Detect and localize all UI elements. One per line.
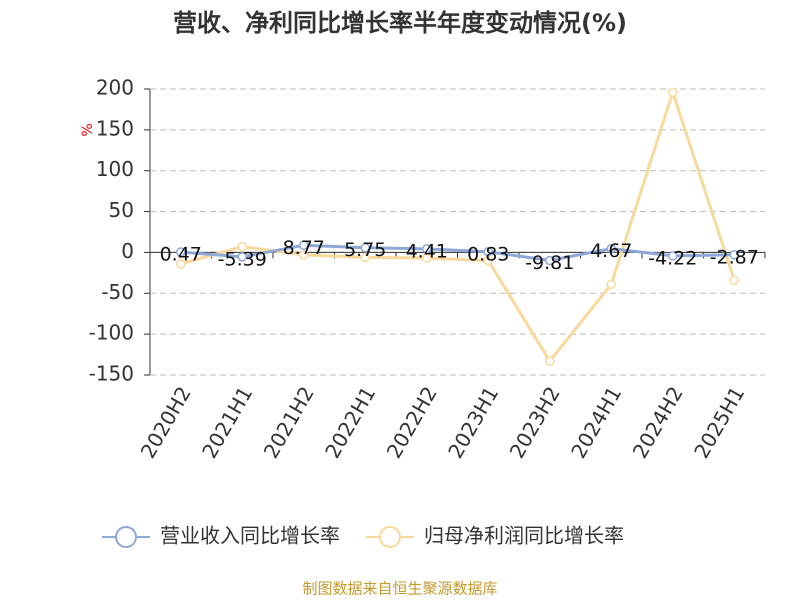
data-label: 0.47: [160, 244, 202, 266]
series-line: [180, 87, 736, 364]
x-tick-label: 2023H1: [443, 382, 503, 462]
x-tick-label: 2024H2: [628, 382, 688, 462]
data-point: [483, 255, 493, 266]
data-label: 8.77: [283, 237, 325, 259]
data-point: [729, 275, 739, 285]
legend-label: 营业收入同比增长率: [160, 524, 340, 548]
legend-label: 归母净利润同比增长率: [424, 524, 624, 548]
y-tick-label: 150: [96, 116, 134, 140]
data-label: 5.75: [344, 239, 386, 261]
data-point: [237, 241, 247, 252]
x-tick-label: 2022H2: [382, 382, 442, 462]
data-label: -5.39: [218, 248, 267, 270]
x-tick-label: 2021H2: [259, 382, 319, 462]
x-tick-label: 2021H1: [197, 382, 257, 462]
data-point: [668, 87, 678, 98]
data-label: 0.83: [467, 243, 509, 265]
series-line: [180, 243, 735, 262]
y-tick-label: 100: [96, 157, 134, 181]
data-point: [606, 243, 616, 254]
x-tick-label: 2023H2: [505, 382, 565, 462]
legend-marker: [379, 526, 401, 548]
data-point: [606, 279, 616, 290]
chart-title: 营收、净利同比增长率半年度变动情况(%): [173, 9, 627, 37]
data-point: [237, 252, 247, 262]
data-point: [176, 259, 186, 269]
x-tick-label: 2024H1: [566, 382, 626, 462]
y-tick-label: 200: [96, 76, 134, 100]
x-tick-label: 2022H1: [320, 382, 380, 462]
source-note: 制图数据来自恒生聚源数据库: [302, 580, 497, 598]
data-label: -9.81: [525, 252, 574, 274]
data-label: -2.87: [710, 246, 759, 268]
data-point: [176, 247, 186, 257]
y-axis-label: %: [80, 123, 96, 136]
y-tick-label: -50: [101, 280, 134, 304]
data-point: [299, 240, 309, 251]
data-point: [668, 251, 678, 261]
data-point: [483, 247, 493, 257]
data-point: [729, 250, 739, 260]
data-point: [360, 252, 370, 263]
x-tick-label: 2025H1: [689, 382, 749, 462]
y-tick-label: -150: [89, 362, 134, 386]
data-label: -4.22: [648, 247, 697, 269]
y-tick-label: 0: [121, 239, 134, 263]
data-point: [422, 253, 432, 263]
data-point: [360, 242, 370, 253]
data-point: [422, 244, 432, 254]
legend-marker: [115, 526, 137, 548]
data-point: [545, 356, 555, 366]
x-tick-label: 2020H2: [136, 382, 196, 462]
y-tick-label: -100: [89, 321, 134, 345]
data-label: 4.67: [590, 240, 632, 262]
data-point: [299, 250, 309, 260]
y-tick-label: 50: [109, 198, 134, 222]
data-point: [545, 255, 555, 266]
data-label: 4.41: [406, 240, 448, 262]
